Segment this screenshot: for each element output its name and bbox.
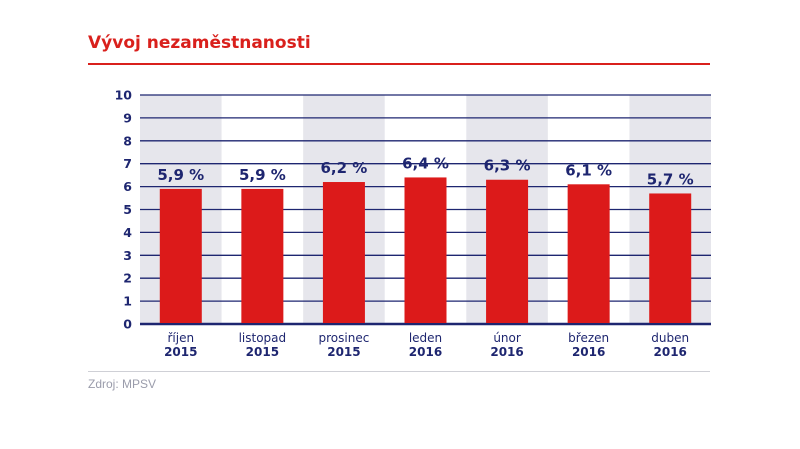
x-tick-label-year: 2015 [164, 345, 197, 359]
x-tick-label-month: listopad [239, 331, 287, 345]
x-tick-label-month: říjen [167, 331, 194, 345]
data-label: 6,4 % [402, 154, 449, 172]
title-divider [88, 63, 710, 65]
y-tick-label: 8 [123, 133, 132, 148]
bar [241, 188, 284, 323]
x-tick-label-year: 2016 [490, 345, 523, 359]
y-tick-label: 0 [123, 317, 132, 332]
data-label: 6,2 % [321, 159, 368, 177]
y-tick-label: 4 [123, 225, 132, 240]
data-label: 6,1 % [565, 161, 612, 179]
source-divider [88, 371, 710, 372]
data-label: 5,7 % [647, 170, 694, 188]
data-label: 5,9 % [157, 166, 204, 184]
x-tick-label-year: 2016 [572, 345, 605, 359]
chart-title: Vývoj nezaměstnanosti [88, 33, 311, 53]
x-tick-label-year: 2015 [327, 345, 360, 359]
y-tick-label: 6 [123, 179, 132, 194]
bar [404, 177, 447, 323]
y-tick-label: 5 [123, 202, 132, 217]
source-note: Zdroj: MPSV [88, 377, 157, 391]
x-tick-label-month: březen [568, 331, 609, 345]
x-tick-label-year: 2016 [409, 345, 442, 359]
x-tick-label-year: 2015 [246, 345, 279, 359]
data-label: 5,9 % [239, 166, 286, 184]
y-tick-label: 10 [115, 88, 133, 103]
bar [649, 193, 692, 323]
x-tick-label-month: leden [409, 331, 442, 345]
bar [567, 184, 610, 323]
x-tick-label-month: prosinec [319, 331, 370, 345]
y-tick-label: 2 [123, 271, 132, 286]
y-tick-label: 7 [123, 156, 132, 171]
y-tick-label: 9 [123, 110, 132, 125]
bar [322, 182, 365, 323]
y-tick-label: 1 [123, 294, 132, 309]
x-tick-label-month: únor [493, 331, 521, 345]
data-label: 6,3 % [484, 157, 531, 175]
bar [159, 188, 202, 323]
x-tick-label-month: duben [651, 331, 689, 345]
bar [486, 179, 529, 323]
x-tick-label-year: 2016 [654, 345, 687, 359]
y-tick-label: 3 [123, 248, 132, 263]
